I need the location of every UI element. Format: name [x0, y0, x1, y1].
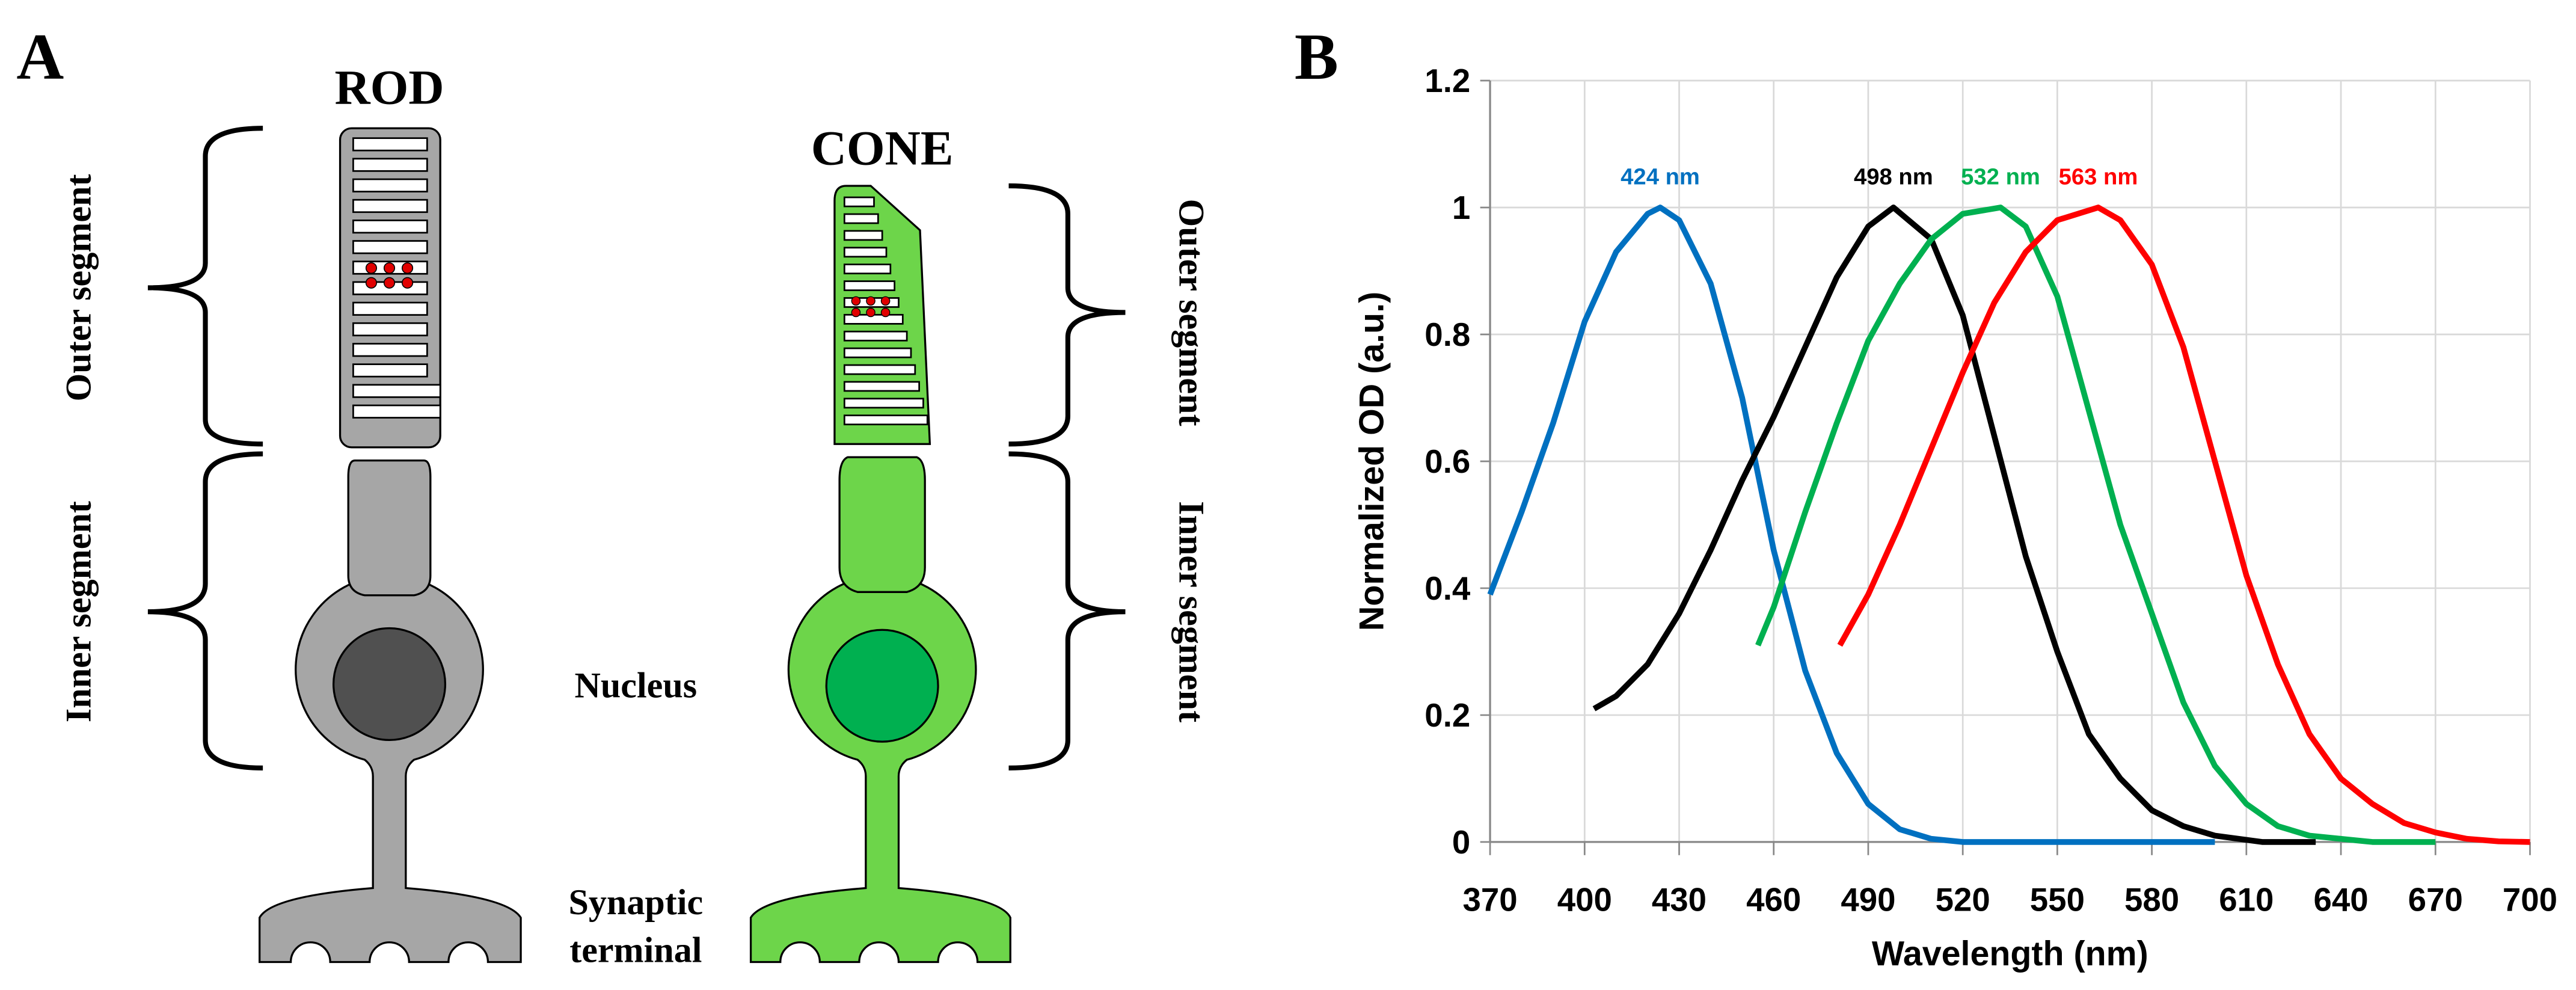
x-tick-label: 670 — [2408, 882, 2463, 918]
y-tick-label: 0.2 — [1424, 697, 1470, 734]
disc — [843, 364, 916, 375]
pigment — [851, 296, 861, 306]
peak-label: 563 nm — [2059, 164, 2138, 190]
x-tick-label: 370 — [1462, 882, 1517, 918]
disc — [843, 247, 888, 258]
x-tick-label: 460 — [1746, 882, 1801, 918]
pigment — [851, 307, 861, 318]
pigment — [383, 277, 396, 289]
y-tick-label: 0.6 — [1424, 443, 1470, 480]
cone-outer-label: Outer segment — [1171, 199, 1212, 426]
series-line — [1487, 204, 2215, 845]
disc — [843, 414, 928, 426]
cone-title: CONE — [811, 120, 954, 175]
peak-label: 498 nm — [1854, 164, 1933, 190]
pigment — [866, 307, 876, 318]
disc — [352, 198, 428, 214]
cone-inner-label: Inner segment — [1171, 501, 1212, 722]
disc — [843, 263, 892, 275]
x-tick-label: 640 — [2313, 882, 2368, 918]
disc — [843, 381, 920, 392]
y-axis-title: Normalized OD (a.u.) — [1352, 292, 1391, 631]
pigment — [880, 307, 891, 318]
disc — [352, 404, 441, 419]
panel-label: B — [1295, 20, 1339, 93]
y-tick-label: 0.4 — [1424, 570, 1471, 607]
y-tick-label: 0.8 — [1424, 316, 1470, 353]
peak-label: 532 nm — [1961, 164, 2040, 190]
pigment — [402, 277, 414, 289]
x-tick-label: 400 — [1557, 882, 1612, 918]
pigment — [365, 277, 378, 289]
disc — [352, 137, 428, 152]
disc — [352, 343, 428, 357]
pigment — [383, 262, 396, 274]
disc — [843, 280, 896, 291]
disc — [843, 398, 924, 409]
disc — [352, 301, 428, 316]
brace — [147, 126, 263, 447]
pigment — [402, 262, 414, 274]
series-line — [1837, 204, 2530, 845]
disc — [843, 196, 875, 208]
terminal-label: Synaptic — [568, 882, 703, 923]
x-tick-label: 550 — [2030, 882, 2085, 918]
panel-b: B 0 0.2 0.4 0.6 0.8 1 1.2 370 400 430 460 490 520 550… — [1295, 20, 2557, 973]
x-tick-label: 700 — [2503, 882, 2557, 918]
disc — [352, 322, 428, 337]
series-line — [1755, 204, 2436, 845]
x-tick-label: 610 — [2219, 882, 2274, 918]
disc — [352, 363, 428, 378]
pigment — [866, 296, 876, 306]
disc — [352, 158, 428, 172]
pigment — [880, 296, 891, 306]
brace — [147, 451, 263, 770]
disc — [352, 384, 441, 398]
rod-inner-label: Inner segment — [58, 501, 99, 722]
rod-discs — [352, 137, 441, 419]
brace — [1008, 183, 1126, 447]
brace — [1008, 451, 1126, 770]
rod-title: ROD — [334, 60, 444, 114]
cone — [749, 185, 1011, 964]
x-tick-label: 430 — [1652, 882, 1707, 918]
disc — [843, 230, 883, 241]
rod — [259, 127, 522, 964]
x-axis-title: Wavelength (nm) — [1872, 935, 2148, 973]
x-tick-label: 490 — [1841, 882, 1895, 918]
x-tick-label: 520 — [1936, 882, 1990, 918]
x-tick-label: 580 — [2124, 882, 2179, 918]
y-tick-label: 1.2 — [1424, 63, 1470, 99]
pigment — [365, 262, 378, 274]
cone-discs — [843, 196, 928, 426]
rod-outer-label: Outer segment — [58, 174, 99, 402]
disc — [843, 330, 908, 342]
terminal-label: terminal — [569, 930, 702, 970]
disc — [352, 220, 428, 234]
nucleus-label: Nucleus — [575, 665, 698, 706]
disc — [843, 213, 879, 224]
disc — [352, 178, 428, 192]
panel-label: A — [16, 20, 64, 93]
y-tick-label: 1 — [1452, 189, 1470, 226]
y-tick-label: 0 — [1452, 824, 1470, 861]
disc — [352, 240, 428, 254]
peak-label: 424 nm — [1621, 164, 1700, 190]
disc — [843, 347, 912, 358]
panel-a: A ROD CONE Outer segment Inner segment O… — [16, 20, 1211, 970]
